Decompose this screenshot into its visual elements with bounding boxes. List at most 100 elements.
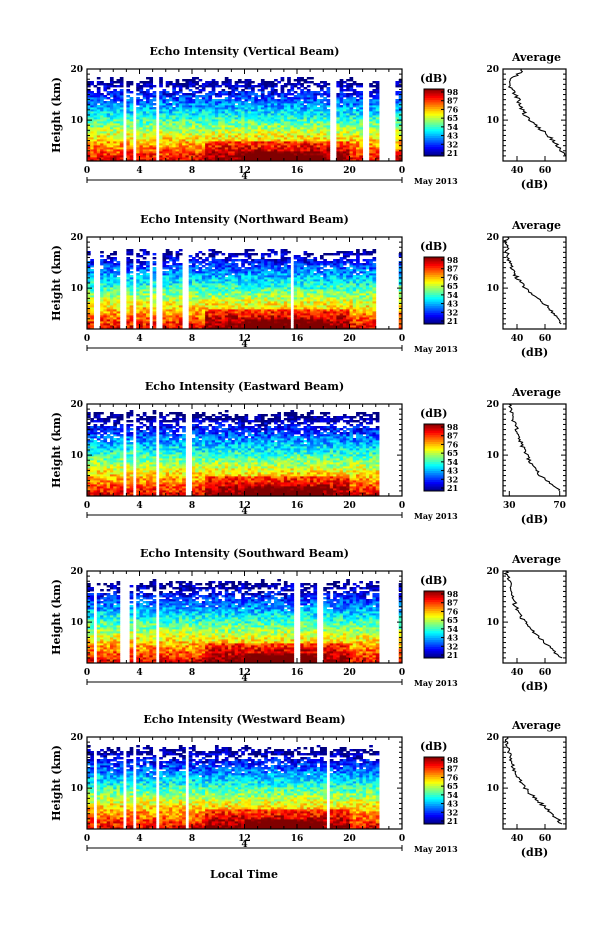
heatmap-cell (175, 107, 180, 110)
heatmap-cell (313, 133, 318, 136)
heatmap-cell (87, 325, 91, 328)
heatmap-cell (342, 93, 347, 96)
heatmap-cell (323, 147, 327, 150)
heatmap-cell (352, 105, 357, 108)
heatmap-cell (254, 105, 259, 108)
heatmap-cell (211, 281, 216, 284)
heatmap-cell (146, 325, 150, 328)
heatmap-cell (142, 323, 147, 326)
heatmap-cell (270, 139, 275, 142)
heatmap-cell (264, 123, 268, 126)
heatmap-cell (106, 111, 111, 114)
heatmap-cell (149, 123, 154, 126)
heatmap-cell (149, 81, 154, 84)
heatmap-cell (106, 295, 111, 298)
heatmap-cell (280, 121, 285, 124)
heatmap-cell (90, 99, 94, 102)
heatmap-cell (201, 109, 206, 112)
heatmap-cell (195, 253, 199, 256)
heatmap-cell (224, 323, 229, 326)
heatmap-cell (221, 295, 226, 298)
heatmap-cell (198, 283, 203, 286)
heatmap-cell (251, 317, 255, 320)
heatmap-cell (159, 157, 163, 160)
heatmap-cell (300, 125, 304, 128)
heatmap-cell (244, 125, 249, 128)
heatmap-cell (251, 309, 255, 312)
heatmap-cell (369, 151, 373, 154)
heatmap-cell (129, 109, 134, 112)
heatmap-cell (244, 267, 249, 270)
heatmap-cell (218, 323, 222, 326)
heatmap-cell (152, 107, 157, 110)
heatmap-cell (369, 109, 373, 112)
heatmap-cell (90, 121, 94, 124)
heatmap-cell (306, 159, 311, 162)
heatmap-cell (139, 147, 144, 150)
heatmap-cell (159, 149, 163, 152)
heatmap-cell (221, 297, 226, 300)
heatmap-cell (195, 81, 199, 84)
heatmap-cell (270, 99, 275, 102)
heatmap-cell (290, 97, 295, 100)
heatmap-cell (103, 111, 108, 114)
heatmap-cell (188, 85, 193, 88)
heatmap-cell (247, 287, 252, 290)
colorbar-segment (424, 122, 444, 126)
heatmap-cell (280, 87, 285, 90)
heatmap-cell (142, 249, 147, 252)
heatmap-cell (159, 77, 163, 80)
heatmap-cell (244, 149, 249, 152)
heatmap-cell (326, 143, 331, 146)
heatmap-cell (224, 147, 229, 150)
heatmap-cell (257, 273, 262, 276)
heatmap-cell (198, 155, 203, 158)
heatmap-cell (205, 315, 209, 318)
heatmap-cell (87, 117, 91, 120)
heatmap-cell (119, 145, 124, 148)
heatmap-cell (100, 275, 104, 278)
heatmap-cell (159, 119, 163, 122)
heatmap-cell (169, 273, 173, 276)
heatmap-cell (201, 303, 206, 306)
heatmap-cell (152, 135, 157, 138)
heatmap-cell (208, 273, 213, 276)
heatmap-cell (198, 313, 203, 316)
heatmap-cell (175, 251, 180, 254)
heatmap-cell (116, 261, 121, 264)
heatmap-cell (218, 141, 222, 144)
heatmap-cell (346, 85, 350, 88)
heatmap-cell (152, 321, 157, 324)
heatmap-cell (113, 291, 117, 294)
heatmap-cell (172, 287, 176, 290)
heatmap-cell (234, 309, 239, 312)
heatmap-cell (192, 319, 196, 322)
heatmap-cell (87, 315, 91, 318)
heatmap-cell (126, 263, 131, 266)
heatmap-cell (159, 95, 163, 98)
heatmap-cell (237, 113, 242, 116)
heatmap-cell (244, 93, 249, 96)
heatmap-cell (293, 125, 298, 128)
heatmap-cell (211, 111, 216, 114)
heatmap-cell (119, 141, 124, 144)
heatmap-cell (195, 287, 199, 290)
heatmap-cell (342, 151, 347, 154)
heatmap-cell (126, 307, 131, 310)
heatmap-cell (283, 129, 288, 132)
heatmap-cell (169, 279, 173, 282)
heatmap-cell (237, 111, 242, 114)
heatmap-cell (195, 137, 199, 140)
heatmap-cell (303, 155, 308, 158)
heatmap-cell (185, 129, 190, 132)
heatmap-cell (211, 271, 216, 274)
heatmap-cell (234, 115, 239, 118)
heatmap-cell (165, 275, 170, 278)
heatmap-cell (162, 155, 167, 158)
heatmap-cell (221, 265, 226, 268)
heatmap-cell (178, 87, 183, 90)
heatmap-cell (119, 135, 124, 138)
heatmap-cell (254, 321, 259, 324)
heatmap-cell (192, 109, 196, 112)
heatmap-cell (254, 127, 259, 130)
